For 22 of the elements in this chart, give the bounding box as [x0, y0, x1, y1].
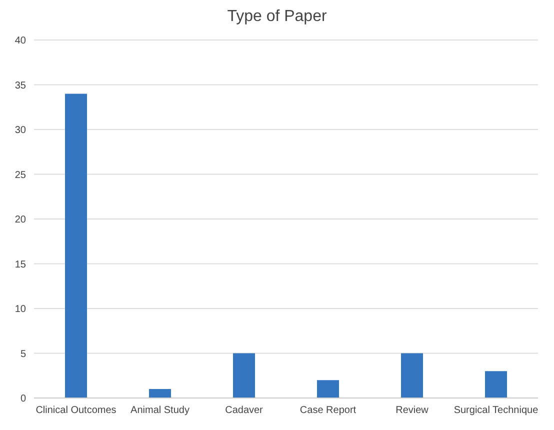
x-tick-label: Cadaver: [225, 405, 264, 416]
bar: [401, 353, 423, 398]
y-tick-label: 25: [14, 170, 26, 181]
chart-title: Type of Paper: [226, 8, 328, 27]
y-tick-label: 20: [14, 214, 26, 226]
x-tick-label: Surgical Technique: [454, 405, 539, 416]
bar: [65, 94, 87, 398]
bar: [233, 353, 255, 398]
y-tick-label: 0: [20, 394, 26, 405]
y-tick-label: 30: [14, 125, 26, 136]
y-tick-label: 5: [20, 348, 26, 360]
x-tick-label: Review: [396, 405, 430, 416]
y-tick-label: 10: [14, 304, 26, 316]
bar: [317, 380, 339, 398]
bar: [485, 371, 507, 398]
x-tick-label: Animal Study: [130, 405, 190, 416]
x-tick-label: Case Report: [300, 405, 356, 416]
y-tick-label: 15: [14, 259, 26, 270]
y-tick-label: 40: [14, 36, 26, 47]
y-tick-label: 35: [14, 80, 26, 92]
bar: [149, 389, 171, 398]
x-tick-label: Clinical Outcomes: [36, 405, 116, 416]
